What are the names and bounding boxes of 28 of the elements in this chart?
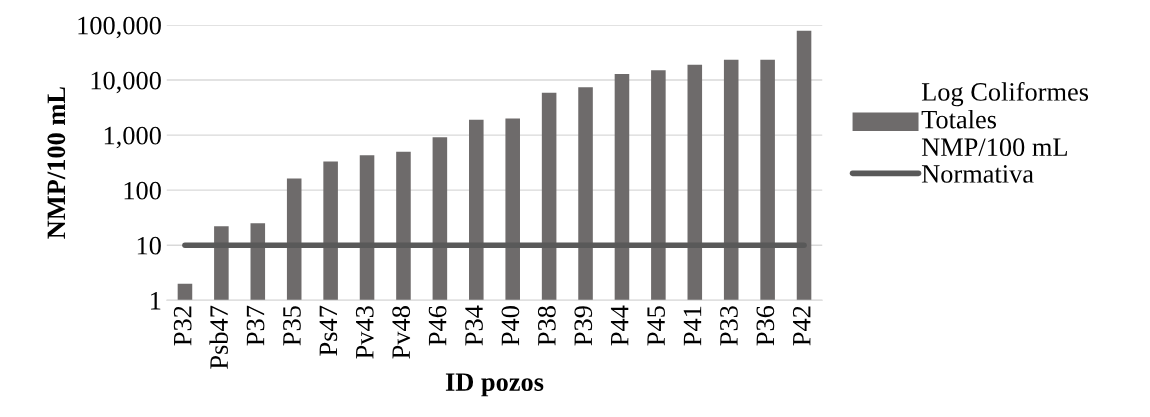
- x-axis-title: ID pozos: [445, 373, 544, 397]
- x-tick-label: P42: [792, 306, 811, 346]
- y-tick-label: 10,000: [91, 71, 161, 94]
- x-tick-label: P36: [756, 305, 775, 346]
- x-tick-label: P38: [537, 306, 556, 346]
- x-tick-label: P40: [501, 306, 520, 346]
- x-tick-label: P41: [683, 306, 702, 346]
- x-tick-label: P39: [574, 306, 593, 346]
- x-tick-label: P35: [283, 306, 301, 346]
- x-tick-label: P44: [610, 305, 629, 346]
- x-tick-label: Pv48: [392, 306, 411, 359]
- legend-label: Log Coliformes Totales NMP/100 mL: [921, 82, 1089, 157]
- y-axis-title: NMP/100 mL: [47, 87, 66, 239]
- x-tick-label: P46: [428, 305, 447, 346]
- y-tick-label: 1: [151, 291, 161, 310]
- x-tick-label: Ps47: [319, 305, 338, 356]
- x-tick-label: P32: [173, 306, 192, 346]
- y-tick-label: 1,000: [104, 126, 161, 149]
- x-tick-label: P37: [246, 305, 265, 346]
- x-tick-label: P33: [720, 306, 738, 346]
- y-tick-label: 100,000: [78, 16, 161, 39]
- y-tick-label: 100: [124, 181, 161, 200]
- x-tick-label: P34: [465, 305, 483, 346]
- x-tick-label: Pv43: [355, 306, 374, 359]
- legend-label: Normativa: [921, 165, 1034, 183]
- x-tick-label: P45: [647, 306, 665, 346]
- x-tick-label: Psb47: [209, 305, 228, 369]
- y-tick-label: 10: [137, 236, 161, 255]
